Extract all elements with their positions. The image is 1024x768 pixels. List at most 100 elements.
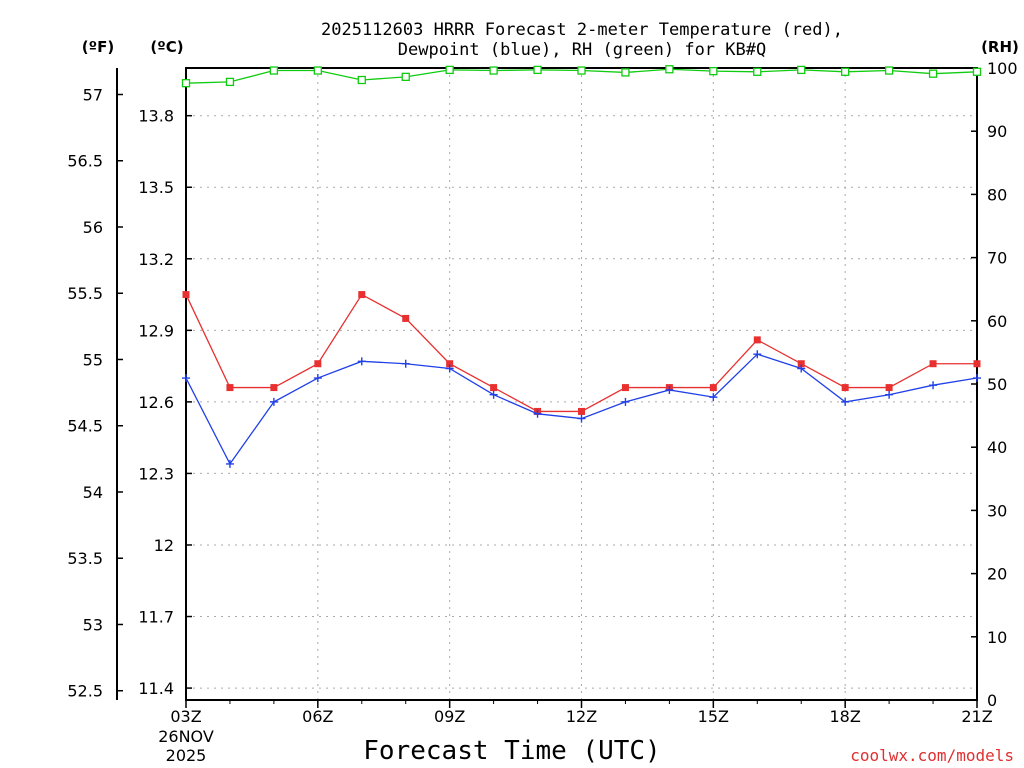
- fahrenheit-tick-label: 54: [83, 483, 103, 502]
- rh-point: [972, 67, 982, 76]
- dewpoint-point: [401, 359, 410, 368]
- dewpoint-point: [533, 409, 542, 418]
- rh-tick-label: 30: [987, 501, 1007, 520]
- rh-point: [797, 65, 806, 75]
- temperature-point: [973, 360, 981, 368]
- temperature-point: [709, 384, 717, 392]
- rh-tick-label: 80: [987, 185, 1007, 204]
- rh-point: [884, 66, 894, 75]
- temperature-point: [314, 360, 322, 368]
- grid-lines: [186, 68, 977, 700]
- temperature-line: [185, 293, 977, 413]
- dewpoint-point: [973, 374, 981, 383]
- rh-tick-label: 70: [987, 249, 1007, 268]
- rh-tick-label: 100: [987, 59, 1018, 78]
- celsius-unit-label: (ºC): [150, 38, 183, 56]
- celsius-tick-label: 12.3: [138, 464, 174, 483]
- dewpoint-point: [665, 385, 674, 394]
- fahrenheit-tick-label: 54.5: [67, 417, 103, 436]
- temperature-point: [270, 384, 278, 392]
- temperature-point: [621, 384, 629, 392]
- rh-tick-label: 0: [987, 691, 997, 710]
- dewpoint-point: [313, 374, 322, 383]
- chart-title-line1: 2025112603 HRRR Forecast 2-meter Tempera…: [321, 20, 843, 40]
- x-tick-label: 21Z: [961, 707, 992, 726]
- temperature-point: [578, 407, 585, 415]
- temperature-point: [358, 291, 366, 299]
- rh-point: [181, 79, 191, 88]
- dewpoint-point: [225, 459, 234, 468]
- rh-point: [753, 67, 762, 76]
- dewpoint-point: [577, 414, 586, 423]
- celsius-tick-label: 11.7: [138, 608, 174, 627]
- rh-point: [709, 67, 718, 76]
- x-axis-title: Forecast Time (UTC): [363, 736, 660, 766]
- temperature-point: [753, 336, 761, 344]
- rh-point: [621, 68, 630, 77]
- celsius-tick-label: 12.6: [138, 393, 174, 412]
- temperature-point: [885, 384, 893, 392]
- rh-point: [445, 65, 454, 75]
- credit-link[interactable]: coolwx.com/models: [850, 746, 1014, 765]
- rh-point: [269, 66, 279, 75]
- dewpoint-point: [489, 390, 498, 399]
- temperature-point: [841, 384, 849, 392]
- temperature-point: [182, 291, 190, 299]
- x-tick-label: 18Z: [830, 707, 861, 726]
- rh-tick-label: 10: [987, 628, 1007, 647]
- dewpoint-point: [929, 381, 938, 390]
- rh-point: [357, 75, 366, 85]
- dewpoint-point: [797, 364, 806, 373]
- celsius-tick-label: 12.9: [138, 321, 174, 340]
- dewpoint-point: [709, 393, 718, 402]
- chart-title-line2: Dewpoint (blue), RH (green) for KB#Q: [398, 40, 766, 60]
- fahrenheit-tick-label: 55.5: [67, 284, 103, 303]
- dewpoint-point: [841, 397, 850, 406]
- celsius-tick-label: 11.4: [138, 679, 174, 698]
- dewpoint-point: [182, 374, 190, 383]
- axis-ticks: 03Z 06Z 09Z 12Z 15Z 18Z 21Z 11.4 11.7 12 12.3 12.6 1…: [67, 59, 1017, 726]
- fahrenheit-tick-label: 56.5: [67, 152, 103, 171]
- x-tick-label: 09Z: [434, 707, 465, 726]
- rh-point: [577, 66, 586, 75]
- rh-point: [401, 72, 410, 81]
- celsius-tick-label: 13.8: [138, 107, 174, 126]
- fahrenheit-tick-label: 53: [83, 615, 103, 634]
- rh-point: [841, 67, 850, 76]
- dewpoint-point: [621, 397, 630, 406]
- temperature-point: [402, 314, 410, 322]
- rh-tick-label: 20: [987, 565, 1007, 584]
- fahrenheit-tick-label: 52.5: [67, 682, 103, 701]
- celsius-tick-label: 13.5: [138, 178, 174, 197]
- temperature-point: [446, 360, 454, 368]
- date-label-day: 26NOV: [158, 727, 214, 746]
- fahrenheit-tick-label: 53.5: [67, 549, 103, 568]
- rh-tick-label: 40: [987, 438, 1007, 457]
- rh-point: [313, 66, 322, 75]
- dewpoint-point: [753, 350, 762, 359]
- dewpoint-point: [357, 357, 366, 366]
- rh-unit-label: (RH): [981, 38, 1019, 56]
- dewpoint-point: [445, 364, 454, 373]
- celsius-tick-label: 12: [154, 536, 174, 555]
- fahrenheit-tick-label: 55: [83, 350, 103, 369]
- temperature-point: [929, 360, 937, 368]
- x-tick-label: 12Z: [566, 707, 597, 726]
- dewpoint-point: [885, 390, 894, 399]
- fahrenheit-unit-label: (ºF): [82, 38, 114, 56]
- fahrenheit-tick-label: 56: [83, 218, 103, 237]
- date-label-year: 2025: [166, 746, 207, 765]
- temperature-point: [226, 384, 234, 392]
- rh-tick-label: 60: [987, 312, 1007, 331]
- data-series: [181, 65, 982, 468]
- x-tick-label: 06Z: [302, 707, 333, 726]
- x-tick-label: 15Z: [698, 707, 729, 726]
- rh-point: [665, 65, 674, 74]
- celsius-tick-label: 13.2: [138, 250, 174, 269]
- rh-point: [225, 77, 235, 87]
- dewpoint-point: [269, 397, 278, 406]
- rh-point: [489, 66, 498, 75]
- temperature-point: [797, 360, 805, 368]
- rh-tick-label: 90: [987, 122, 1007, 141]
